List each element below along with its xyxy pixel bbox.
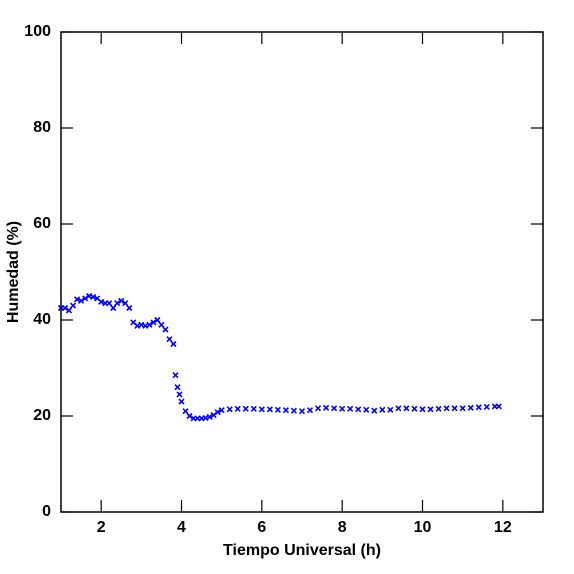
y-axis-label: Humedad (%)	[5, 221, 22, 323]
data-point	[435, 405, 442, 412]
y-tick-label: 20	[33, 407, 51, 424]
data-point	[339, 405, 346, 412]
data-point	[467, 404, 474, 411]
data-point	[182, 408, 189, 415]
data-point	[61, 304, 69, 312]
data-point	[290, 407, 298, 414]
data-point	[306, 407, 314, 414]
data-point	[178, 398, 185, 405]
y-tick-label: 100	[24, 23, 51, 40]
data-point	[150, 319, 157, 326]
data-point	[395, 405, 402, 412]
data-point	[176, 391, 183, 398]
data-point	[126, 304, 133, 312]
data-point	[65, 307, 73, 314]
data-point	[226, 406, 233, 413]
data-point	[110, 304, 117, 312]
data-point	[443, 405, 450, 412]
data-point	[234, 405, 241, 412]
plot-frame	[60, 31, 544, 513]
data-point	[250, 405, 257, 412]
data-point	[242, 405, 249, 412]
data-point	[186, 412, 193, 420]
data-point	[451, 405, 458, 412]
data-point	[266, 406, 273, 413]
data-point	[371, 407, 378, 414]
data-point	[78, 297, 85, 304]
x-tick-label: 4	[177, 519, 186, 536]
data-point	[69, 302, 77, 309]
x-axis-label: Tiempo Universal (h)	[223, 542, 381, 559]
x-tick-label: 2	[97, 519, 106, 536]
data-point	[495, 403, 502, 410]
data-point	[106, 300, 113, 307]
x-tick-label: 8	[338, 519, 347, 536]
y-tick-label: 0	[42, 503, 51, 520]
x-tick-label: 12	[494, 519, 512, 536]
x-tick-label: 6	[257, 519, 266, 536]
data-point	[118, 297, 125, 304]
data-point	[74, 296, 81, 303]
data-point	[162, 326, 169, 333]
data-point	[90, 293, 97, 301]
y-tick-label: 80	[33, 119, 51, 136]
data-point	[347, 405, 354, 412]
y-tick-label: 60	[33, 215, 51, 232]
x-tick-label: 10	[414, 519, 432, 536]
data-point	[331, 405, 338, 412]
data-point	[274, 406, 281, 413]
data-point	[475, 404, 482, 411]
data-point	[363, 406, 370, 413]
data-point	[298, 408, 306, 415]
data-point	[172, 372, 179, 379]
data-point	[158, 321, 165, 328]
data-point	[214, 409, 221, 416]
data-point	[218, 407, 225, 414]
data-point	[282, 407, 289, 414]
data-point	[154, 316, 161, 324]
data-point	[114, 300, 121, 307]
data-point	[98, 298, 105, 305]
data-point	[483, 403, 490, 410]
data-point	[146, 321, 153, 328]
data-point	[82, 295, 89, 302]
data-point	[427, 406, 434, 413]
data-point	[355, 406, 362, 413]
data-point	[170, 340, 177, 348]
data-point	[419, 406, 426, 413]
data-point	[174, 384, 181, 391]
data-point	[387, 406, 394, 413]
data-point	[206, 413, 213, 421]
data-point	[166, 336, 173, 343]
data-point	[315, 405, 322, 412]
data-point	[122, 300, 129, 307]
data-point	[379, 406, 386, 413]
data-point	[258, 406, 265, 413]
y-tick-label: 40	[33, 311, 51, 328]
data-point	[459, 405, 466, 412]
data-point	[411, 405, 418, 412]
data-point	[403, 405, 410, 412]
data-point	[210, 411, 217, 419]
data-point	[323, 404, 330, 411]
